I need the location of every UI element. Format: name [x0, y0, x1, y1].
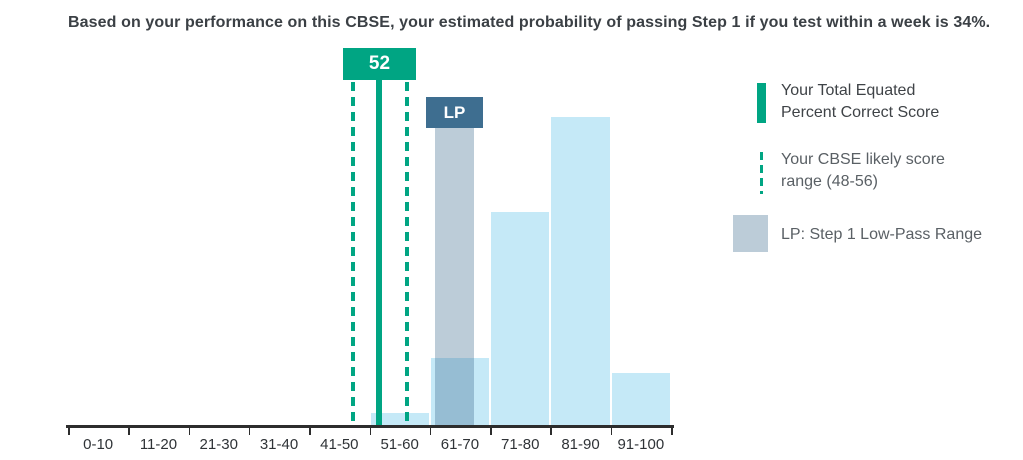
- x-axis-label-31-40: 31-40: [259, 436, 299, 453]
- low-pass-square-swatch: [733, 215, 768, 252]
- equated-score-line: [375, 80, 382, 425]
- likely-range-low-line: [351, 82, 355, 425]
- legend-label-equated-score: Your Total Equated Percent Correct Score: [781, 80, 939, 124]
- x-axis-tick: [309, 427, 311, 435]
- legend-line: range (48-56): [781, 173, 878, 190]
- bar-51-60: [370, 413, 429, 425]
- x-axis-tick: [128, 427, 130, 435]
- legend-label-low-pass: LP: Step 1 Low-Pass Range: [781, 224, 982, 246]
- x-axis-line: [66, 425, 674, 428]
- legend-line: Your Total Equated: [781, 82, 916, 99]
- likely-range-high-line: [405, 82, 409, 425]
- x-axis-tick: [610, 427, 613, 435]
- bar-81-90: [551, 117, 610, 425]
- low-pass-label: LP: [426, 97, 483, 128]
- chart-title: Based on your performance on this CBSE, …: [68, 14, 991, 31]
- low-pass-range-column: [435, 127, 474, 425]
- x-axis-tick: [188, 427, 191, 435]
- bar-71-80: [491, 212, 550, 425]
- equated-score-label: 52: [343, 48, 416, 80]
- dashed-green-line-swatch: [759, 152, 763, 194]
- solid-green-line-swatch: [757, 83, 766, 123]
- legend-line: Percent Correct Score: [781, 104, 940, 121]
- x-axis-tick: [369, 427, 372, 435]
- x-axis-tick: [671, 427, 673, 435]
- legend-line: Your CBSE likely score: [781, 151, 945, 168]
- legend-label-likely-range: Your CBSE likely score range (48-56): [781, 149, 945, 193]
- bar-91-100: [611, 373, 670, 425]
- x-axis-label-21-30: 21-30: [199, 436, 238, 453]
- x-axis-tick: [429, 427, 432, 435]
- x-axis-tick: [550, 427, 552, 435]
- x-axis-tick: [248, 427, 251, 435]
- x-axis-label-11-20: 11-20: [139, 436, 178, 453]
- x-axis-tick: [68, 427, 70, 435]
- x-axis-tick: [490, 427, 492, 435]
- x-axis-label-61-70: 61-70: [440, 436, 480, 453]
- bar-61-70: [430, 358, 490, 425]
- x-axis-label-51-60: 51-60: [380, 436, 419, 453]
- legend-line: LP: Step 1 Low-Pass Range: [781, 226, 983, 243]
- x-axis-label-41-50: 41-50: [320, 436, 359, 453]
- x-axis-label-71-80: 71-80: [501, 436, 540, 453]
- x-axis-label-0-10: 0-10: [83, 436, 114, 453]
- x-axis-label-91-100: 91-100: [617, 436, 665, 453]
- x-axis-label-81-90: 81-90: [561, 436, 600, 453]
